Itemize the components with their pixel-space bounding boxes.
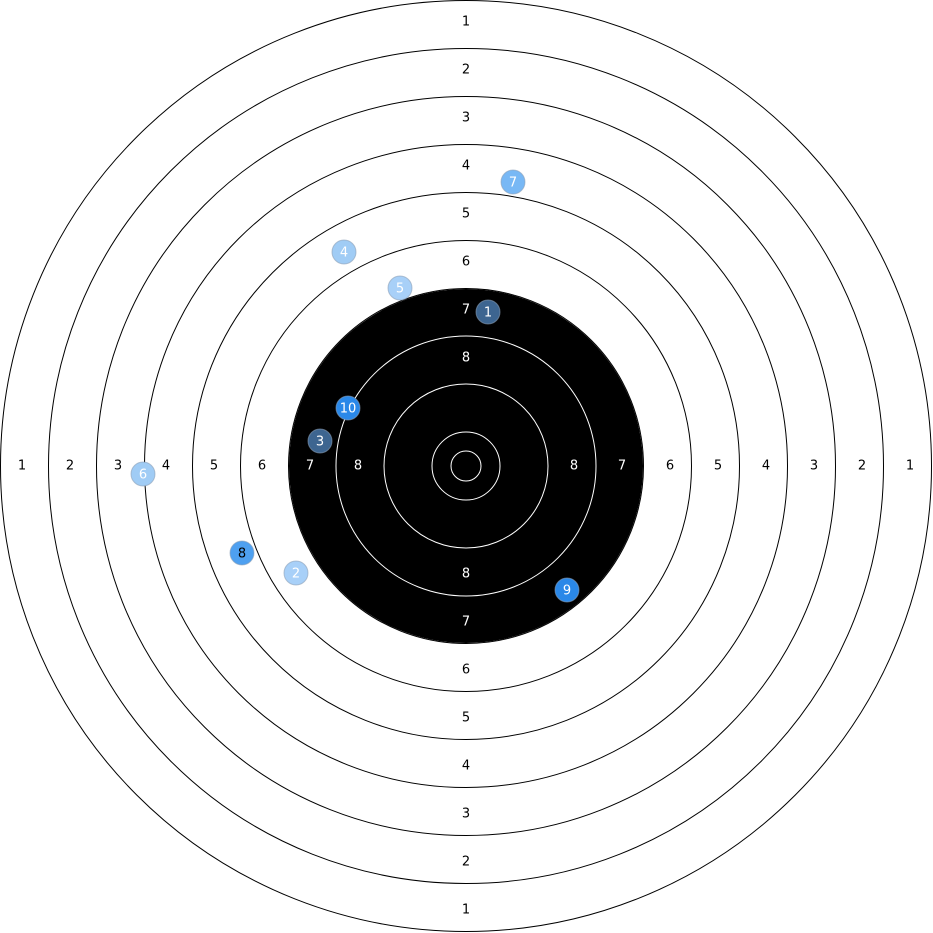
ring-label-3: 3 bbox=[114, 459, 122, 474]
shot-marker bbox=[331, 239, 357, 265]
black-bullseye bbox=[289, 289, 643, 643]
inner-ring-8 bbox=[335, 335, 597, 597]
shot-marker bbox=[283, 560, 309, 586]
shot-marker bbox=[130, 461, 156, 487]
inner-ring-10 bbox=[431, 431, 501, 501]
ring-label-7: 7 bbox=[618, 459, 626, 474]
shot-number: 3 bbox=[316, 435, 324, 450]
ring-label-6: 6 bbox=[258, 459, 266, 474]
shot-3[interactable]: 3 bbox=[307, 428, 333, 454]
shot-number: 4 bbox=[340, 246, 348, 261]
ring-label-4: 4 bbox=[162, 459, 170, 474]
ring-label-4: 4 bbox=[462, 159, 470, 174]
shot-marker bbox=[387, 275, 413, 301]
ring-label-7: 7 bbox=[462, 303, 470, 318]
ring-label-5: 5 bbox=[462, 711, 470, 726]
shot-number: 6 bbox=[139, 468, 147, 483]
ring-label-5: 5 bbox=[462, 207, 470, 222]
shot-number: 1 bbox=[484, 306, 492, 321]
ring-label-1: 1 bbox=[462, 903, 470, 918]
ring-label-1: 1 bbox=[462, 15, 470, 30]
ring-label-8: 8 bbox=[462, 351, 470, 366]
shot-number: 5 bbox=[396, 282, 404, 297]
shot-7[interactable]: 7 bbox=[500, 169, 526, 195]
shot-marker bbox=[307, 428, 333, 454]
shot-number: 9 bbox=[563, 584, 571, 599]
ring-label-7: 7 bbox=[306, 459, 314, 474]
ring-label-5: 5 bbox=[210, 459, 218, 474]
ring-label-3: 3 bbox=[810, 459, 818, 474]
shot-6[interactable]: 6 bbox=[130, 461, 156, 487]
ring-label-1: 1 bbox=[18, 459, 26, 474]
ring-label-2: 2 bbox=[462, 63, 470, 78]
ring-labels: 1 1 1 1 2 2 2 2 3 3 3 3 4 4 4 4 5 5 5 5 6 6 6 6 7 7 7 7 8 8 8 8 bbox=[18, 15, 914, 918]
ring-label-6: 6 bbox=[462, 663, 470, 678]
shot-4[interactable]: 4 bbox=[331, 239, 357, 265]
shot-marker bbox=[500, 169, 526, 195]
ring-label-3: 3 bbox=[462, 111, 470, 126]
shot-8[interactable]: 8 bbox=[229, 540, 255, 566]
shot-marker bbox=[335, 395, 361, 421]
shot-marker bbox=[475, 299, 501, 325]
ring-label-3: 3 bbox=[462, 807, 470, 822]
ring-label-7: 7 bbox=[462, 615, 470, 630]
shot-number: 10 bbox=[340, 402, 357, 417]
shot-5[interactable]: 5 bbox=[387, 275, 413, 301]
shot-number: 7 bbox=[509, 176, 517, 191]
inner-ring-9 bbox=[383, 383, 549, 549]
shot-1[interactable]: 1 bbox=[475, 299, 501, 325]
ring-label-5: 5 bbox=[714, 459, 722, 474]
shot-markers: 1 2 3 4 5 6 7 8 9 10 bbox=[130, 169, 580, 603]
shot-2[interactable]: 2 bbox=[283, 560, 309, 586]
ring-label-4: 4 bbox=[462, 759, 470, 774]
shot-number: 8 bbox=[238, 547, 246, 562]
ring-label-4: 4 bbox=[762, 459, 770, 474]
ring-label-8: 8 bbox=[354, 459, 362, 474]
ring-label-2: 2 bbox=[858, 459, 866, 474]
shot-number: 2 bbox=[292, 567, 300, 582]
shot-9[interactable]: 9 bbox=[554, 577, 580, 603]
ring-label-2: 2 bbox=[66, 459, 74, 474]
shot-marker bbox=[229, 540, 255, 566]
inner-ring-11 bbox=[450, 450, 482, 482]
ring-label-8: 8 bbox=[462, 567, 470, 582]
shot-marker bbox=[554, 577, 580, 603]
ring-label-8: 8 bbox=[570, 459, 578, 474]
ring-label-6: 6 bbox=[462, 255, 470, 270]
ring-label-2: 2 bbox=[462, 855, 470, 870]
ring-label-6: 6 bbox=[666, 459, 674, 474]
ring-label-1: 1 bbox=[906, 459, 914, 474]
shot-10[interactable]: 10 bbox=[335, 395, 361, 421]
